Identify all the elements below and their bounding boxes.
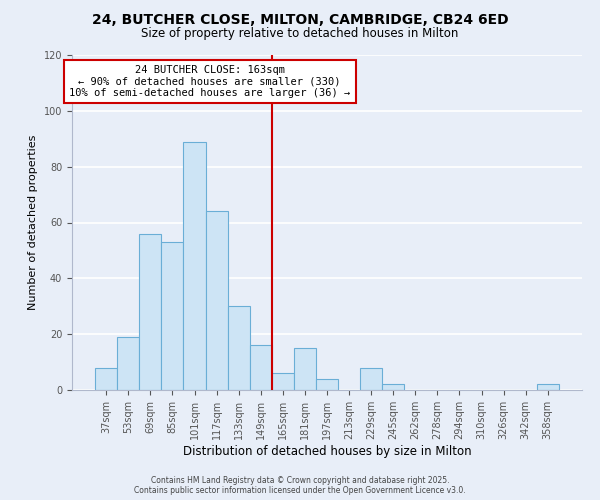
Bar	[227, 306, 250, 390]
Text: 24 BUTCHER CLOSE: 163sqm
← 90% of detached houses are smaller (330)
10% of semi-: 24 BUTCHER CLOSE: 163sqm ← 90% of detach…	[69, 65, 350, 98]
Bar	[360, 368, 382, 390]
Bar	[250, 346, 272, 390]
Y-axis label: Number of detached properties: Number of detached properties	[28, 135, 38, 310]
X-axis label: Distribution of detached houses by size in Milton: Distribution of detached houses by size …	[182, 444, 472, 458]
Text: Size of property relative to detached houses in Milton: Size of property relative to detached ho…	[142, 28, 458, 40]
Bar	[316, 379, 338, 390]
Bar	[272, 373, 294, 390]
Bar	[537, 384, 559, 390]
Bar	[161, 242, 184, 390]
Text: Contains HM Land Registry data © Crown copyright and database right 2025.
Contai: Contains HM Land Registry data © Crown c…	[134, 476, 466, 495]
Bar	[117, 337, 139, 390]
Text: 24, BUTCHER CLOSE, MILTON, CAMBRIDGE, CB24 6ED: 24, BUTCHER CLOSE, MILTON, CAMBRIDGE, CB…	[92, 12, 508, 26]
Bar	[184, 142, 206, 390]
Bar	[139, 234, 161, 390]
Bar	[95, 368, 117, 390]
Bar	[382, 384, 404, 390]
Bar	[294, 348, 316, 390]
Bar	[206, 212, 227, 390]
